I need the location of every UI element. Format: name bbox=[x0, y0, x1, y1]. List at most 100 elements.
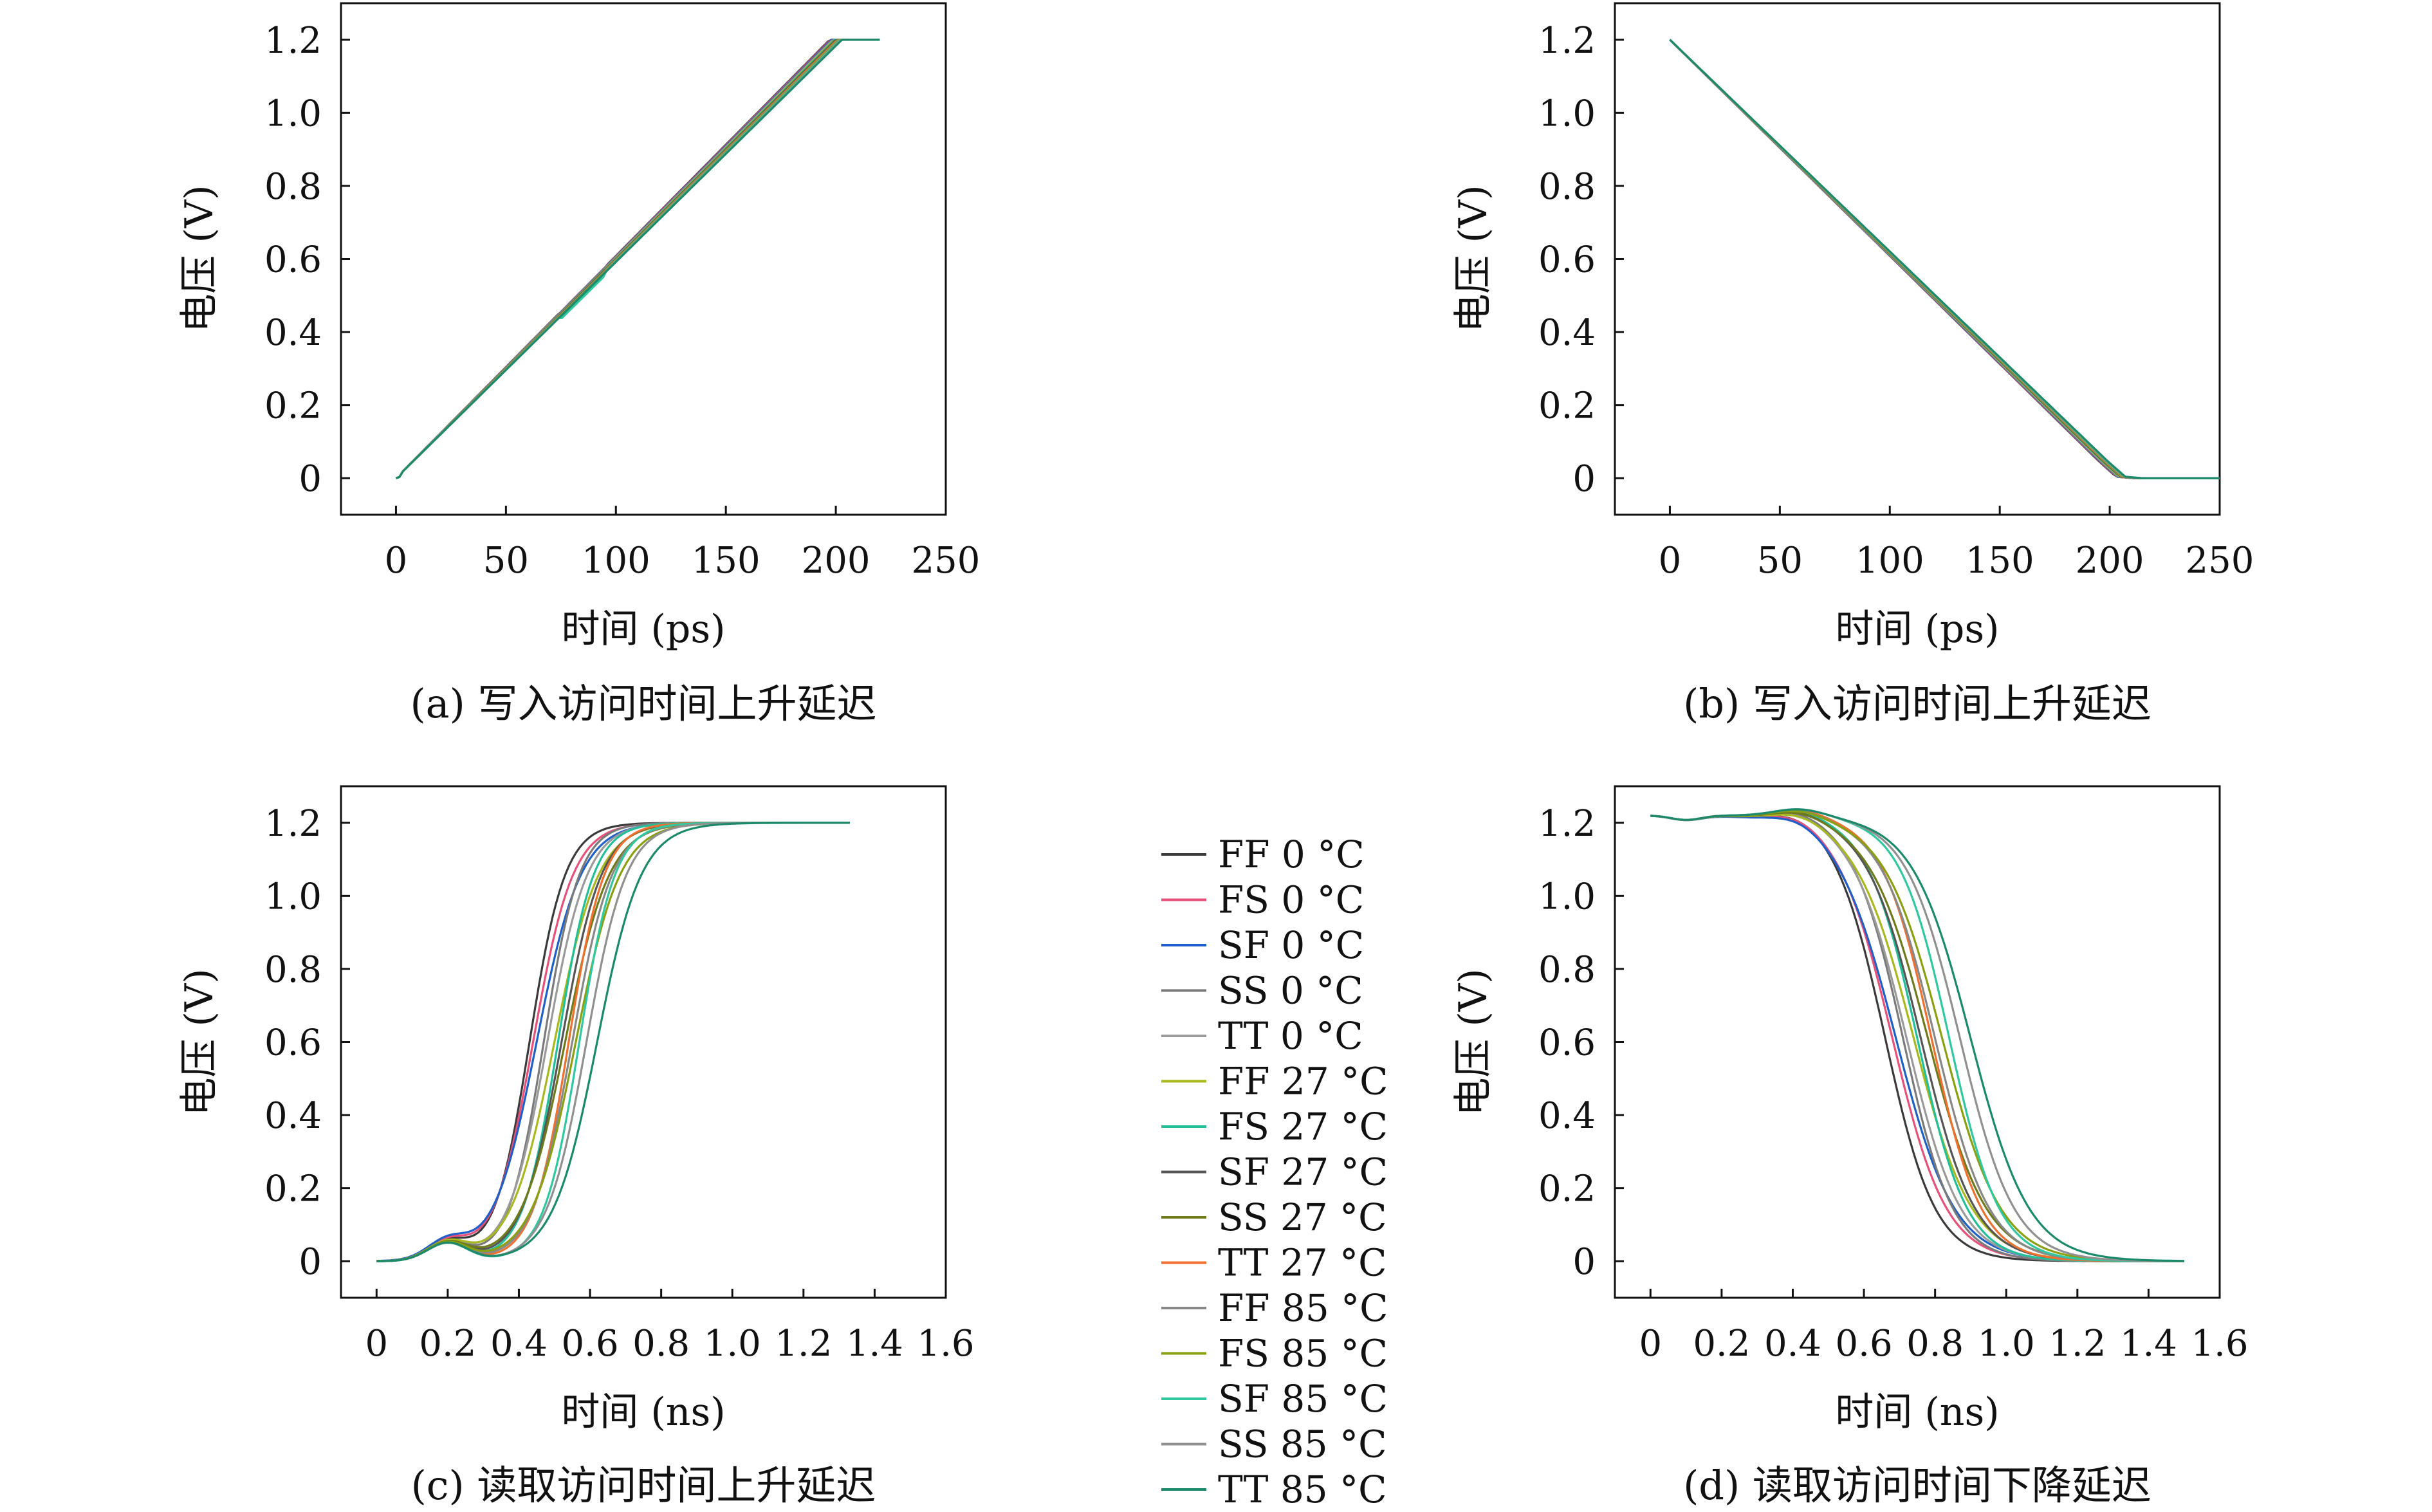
legend-label: SF 85 °C bbox=[1218, 1377, 1388, 1421]
x-tick-label: 0 bbox=[385, 540, 408, 582]
series-line bbox=[1669, 39, 2220, 479]
data-series bbox=[395, 39, 880, 479]
x-tick-label: 0.6 bbox=[562, 1323, 619, 1365]
y-tick-label: 0.2 bbox=[264, 1168, 322, 1210]
axis-ticks: 0 0.2 0.4 0.6 0.8 1.0 1.2 1.4 1.6 0 0.2 0.4 0.6 0.8 1.… bbox=[1538, 803, 2249, 1365]
series-line bbox=[395, 39, 880, 479]
x-tick-label: 0.4 bbox=[490, 1323, 548, 1365]
y-axis-label: 电压 (V) bbox=[1451, 185, 1496, 332]
x-tick-label: 1.4 bbox=[846, 1323, 903, 1365]
y-tick-label: 0.8 bbox=[1538, 166, 1596, 208]
y-axis-label: 电压 (V) bbox=[177, 968, 222, 1116]
y-tick-label: 0.4 bbox=[264, 312, 322, 354]
y-tick-label: 1.0 bbox=[264, 93, 322, 134]
x-tick-label: 0.2 bbox=[419, 1323, 476, 1365]
plot-area bbox=[340, 2, 947, 516]
series-line bbox=[395, 39, 880, 479]
x-tick-label: 0 bbox=[1659, 540, 1682, 582]
x-tick-label: 1.6 bbox=[917, 1323, 974, 1365]
x-tick-label: 50 bbox=[1757, 540, 1803, 582]
x-tick-label: 1.6 bbox=[2191, 1323, 2248, 1365]
series-line bbox=[395, 39, 880, 479]
x-tick-label: 1.2 bbox=[775, 1323, 832, 1365]
y-tick-label: 0.2 bbox=[1538, 1168, 1596, 1210]
series-line bbox=[395, 39, 880, 479]
y-tick-label: 1.2 bbox=[1538, 803, 1596, 845]
y-tick-label: 0.6 bbox=[1538, 1022, 1596, 1064]
y-tick-label: 0 bbox=[299, 1241, 322, 1283]
legend-label: SS 27 °C bbox=[1218, 1195, 1387, 1239]
x-axis-label: 时间 (ns) bbox=[561, 1390, 725, 1435]
series-line bbox=[1669, 39, 2220, 479]
chart-panel-c: 0 0.2 0.4 0.6 0.8 1.0 1.2 1.4 1.6 0 0.2 0.4 0.6 0.8 1.… bbox=[177, 785, 975, 1509]
series-line bbox=[1669, 39, 2220, 479]
data-series bbox=[376, 822, 850, 1262]
series-line bbox=[395, 39, 880, 479]
y-tick-label: 1.2 bbox=[1538, 20, 1596, 62]
series-line bbox=[1669, 39, 2220, 479]
x-tick-label: 250 bbox=[912, 540, 981, 582]
y-tick-label: 0.4 bbox=[1538, 1095, 1596, 1137]
legend-label: FS 0 °C bbox=[1218, 878, 1364, 922]
series-line bbox=[1669, 39, 2220, 479]
series-line bbox=[1669, 39, 2220, 479]
y-tick-label: 1.0 bbox=[1538, 93, 1596, 134]
data-series bbox=[1650, 808, 2184, 1262]
x-tick-label: 0.4 bbox=[1764, 1323, 1821, 1365]
x-tick-label: 100 bbox=[1856, 540, 1924, 582]
x-tick-label: 1.0 bbox=[1978, 1323, 2035, 1365]
x-axis-label: 时间 (ps) bbox=[561, 607, 725, 652]
plot-area bbox=[340, 785, 947, 1299]
x-tick-label: 0 bbox=[365, 1323, 388, 1365]
series-line bbox=[395, 39, 880, 479]
x-tick-label: 150 bbox=[692, 540, 760, 582]
y-tick-label: 0.8 bbox=[264, 949, 322, 991]
series-line bbox=[376, 822, 850, 1262]
legend-label: FF 27 °C bbox=[1218, 1060, 1388, 1103]
y-tick-label: 0.4 bbox=[264, 1095, 322, 1137]
data-series bbox=[1669, 39, 2220, 479]
axis-ticks: 0 50 100 150 200 250 0 0.2 0.4 0.6 0.8 1.0 1.2 bbox=[1538, 20, 2254, 582]
series-line bbox=[395, 39, 880, 479]
series-line bbox=[1669, 39, 2220, 479]
legend-label: SF 0 °C bbox=[1218, 923, 1364, 967]
x-tick-label: 0.8 bbox=[632, 1323, 690, 1365]
series-line bbox=[395, 39, 880, 479]
series-line bbox=[1669, 39, 2220, 479]
x-tick-label: 1.2 bbox=[2049, 1323, 2106, 1365]
legend-label: TT 0 °C bbox=[1218, 1014, 1363, 1058]
series-line bbox=[395, 39, 880, 479]
series-line bbox=[1669, 39, 2220, 479]
y-tick-label: 0 bbox=[1572, 1241, 1596, 1283]
axis-ticks: 0 0.2 0.4 0.6 0.8 1.0 1.2 1.4 1.6 0 0.2 0.4 0.6 0.8 1.… bbox=[264, 803, 975, 1365]
legend-label: FS 27 °C bbox=[1218, 1105, 1388, 1148]
x-tick-label: 250 bbox=[2186, 540, 2254, 582]
legend-label: TT 27 °C bbox=[1218, 1241, 1387, 1285]
series-line bbox=[395, 39, 880, 479]
series-line bbox=[1669, 39, 2220, 479]
x-axis-label: 时间 (ns) bbox=[1835, 1390, 1999, 1435]
chart-panel-a: 0 50 100 150 200 250 0 0.2 0.4 0.6 0.8 1.0 1.2 时间 (p… bbox=[177, 2, 981, 727]
series-line bbox=[1650, 808, 2184, 1262]
legend: FF 0 °CFS 0 °CSF 0 °CSS 0 °CTT 0 °CFF 27… bbox=[1161, 833, 1388, 1511]
y-axis-label: 电压 (V) bbox=[1451, 968, 1496, 1116]
chart-panel-b: 0 50 100 150 200 250 0 0.2 0.4 0.6 0.8 1.0 1.2 时间 (p… bbox=[1451, 2, 2254, 727]
y-tick-label: 0.2 bbox=[264, 385, 322, 427]
series-line bbox=[1669, 39, 2220, 479]
y-tick-label: 1.2 bbox=[264, 803, 322, 845]
series-line bbox=[395, 39, 880, 479]
series-line bbox=[395, 39, 880, 479]
x-tick-label: 0.6 bbox=[1836, 1323, 1893, 1365]
x-tick-label: 50 bbox=[483, 540, 529, 582]
legend-label: TT 85 °C bbox=[1218, 1468, 1387, 1511]
series-line bbox=[395, 39, 880, 479]
x-tick-label: 150 bbox=[1966, 540, 2034, 582]
x-tick-label: 0.2 bbox=[1693, 1323, 1750, 1365]
legend-label: FS 85 °C bbox=[1218, 1332, 1388, 1376]
panel-caption: (a) 写入访问时间上升延迟 bbox=[410, 680, 876, 727]
panel-caption: (c) 读取访问时间上升延迟 bbox=[411, 1462, 876, 1509]
x-axis-label: 时间 (ps) bbox=[1835, 607, 1999, 652]
x-tick-label: 0.8 bbox=[1906, 1323, 1964, 1365]
x-tick-label: 1.4 bbox=[2120, 1323, 2177, 1365]
